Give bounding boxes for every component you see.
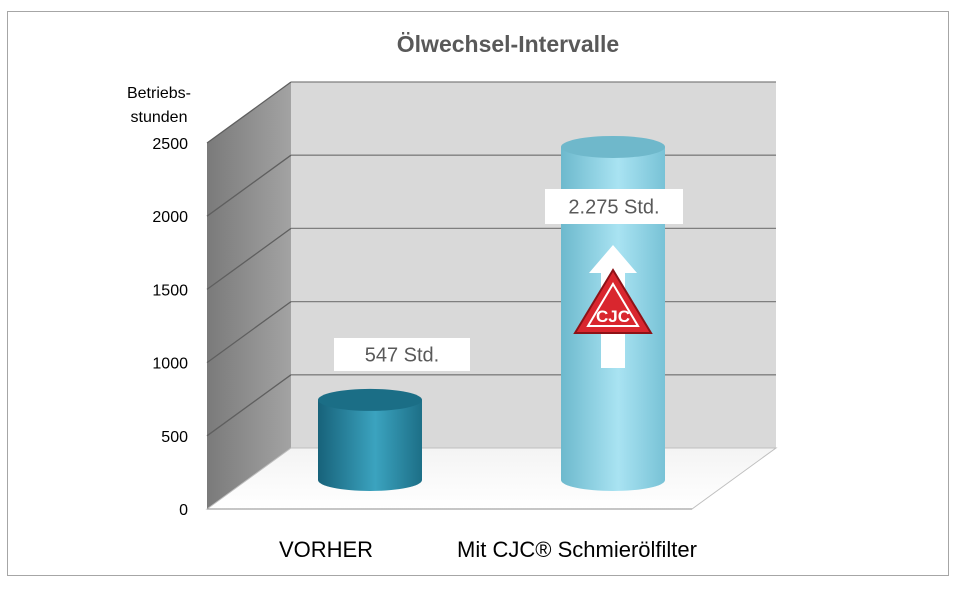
- y-axis-label-line1: Betriebs-: [127, 85, 191, 102]
- category-label: Mit CJC® Schmierölfilter: [457, 537, 697, 562]
- cjc-logo-icon: CJC: [573, 268, 653, 334]
- bar-0: [318, 388, 422, 491]
- gridline-side: [206, 81, 292, 144]
- y-tick-label: 500: [161, 429, 188, 446]
- logo-inner-outline: [586, 282, 640, 327]
- data-label-box: [334, 338, 470, 371]
- y-axis-ticks: 0 500 1000 1500 2000 2500: [152, 136, 188, 519]
- gridlines: [206, 81, 776, 510]
- data-label-text: 547 Std.: [365, 345, 440, 367]
- y-tick-label: 0: [179, 502, 188, 519]
- bar-top: [318, 388, 422, 411]
- floor: [205, 447, 778, 510]
- gridline-side: [206, 301, 292, 364]
- category-label: VORHER: [279, 537, 373, 562]
- y-axis-label-line2: stunden: [131, 109, 188, 126]
- category-labels: VORHER Mit CJC® Schmierölfilter: [279, 537, 697, 562]
- data-labels: 547 Std. 2.275 Std.: [334, 189, 683, 371]
- data-label-text: 2.275 Std.: [568, 197, 659, 219]
- y-tick-label: 1500: [152, 282, 188, 299]
- side-wall: [207, 82, 291, 509]
- data-label-box: [545, 189, 683, 224]
- chart-title: Ölwechsel-Intervalle: [397, 31, 619, 57]
- data-label-1: 2.275 Std.: [545, 189, 683, 224]
- bar-top: [561, 135, 665, 158]
- y-tick-label: 1000: [152, 356, 188, 373]
- y-tick-label: 2500: [152, 136, 188, 153]
- logo-text: CJC: [596, 307, 630, 326]
- bar-body: [318, 399, 422, 491]
- y-tick-label: 2000: [152, 209, 188, 226]
- data-label-0: 547 Std.: [334, 338, 470, 371]
- gridline-side: [206, 374, 292, 437]
- bars: CJC: [318, 135, 665, 491]
- gridline-side: [206, 154, 292, 217]
- gridline-side: [206, 227, 292, 290]
